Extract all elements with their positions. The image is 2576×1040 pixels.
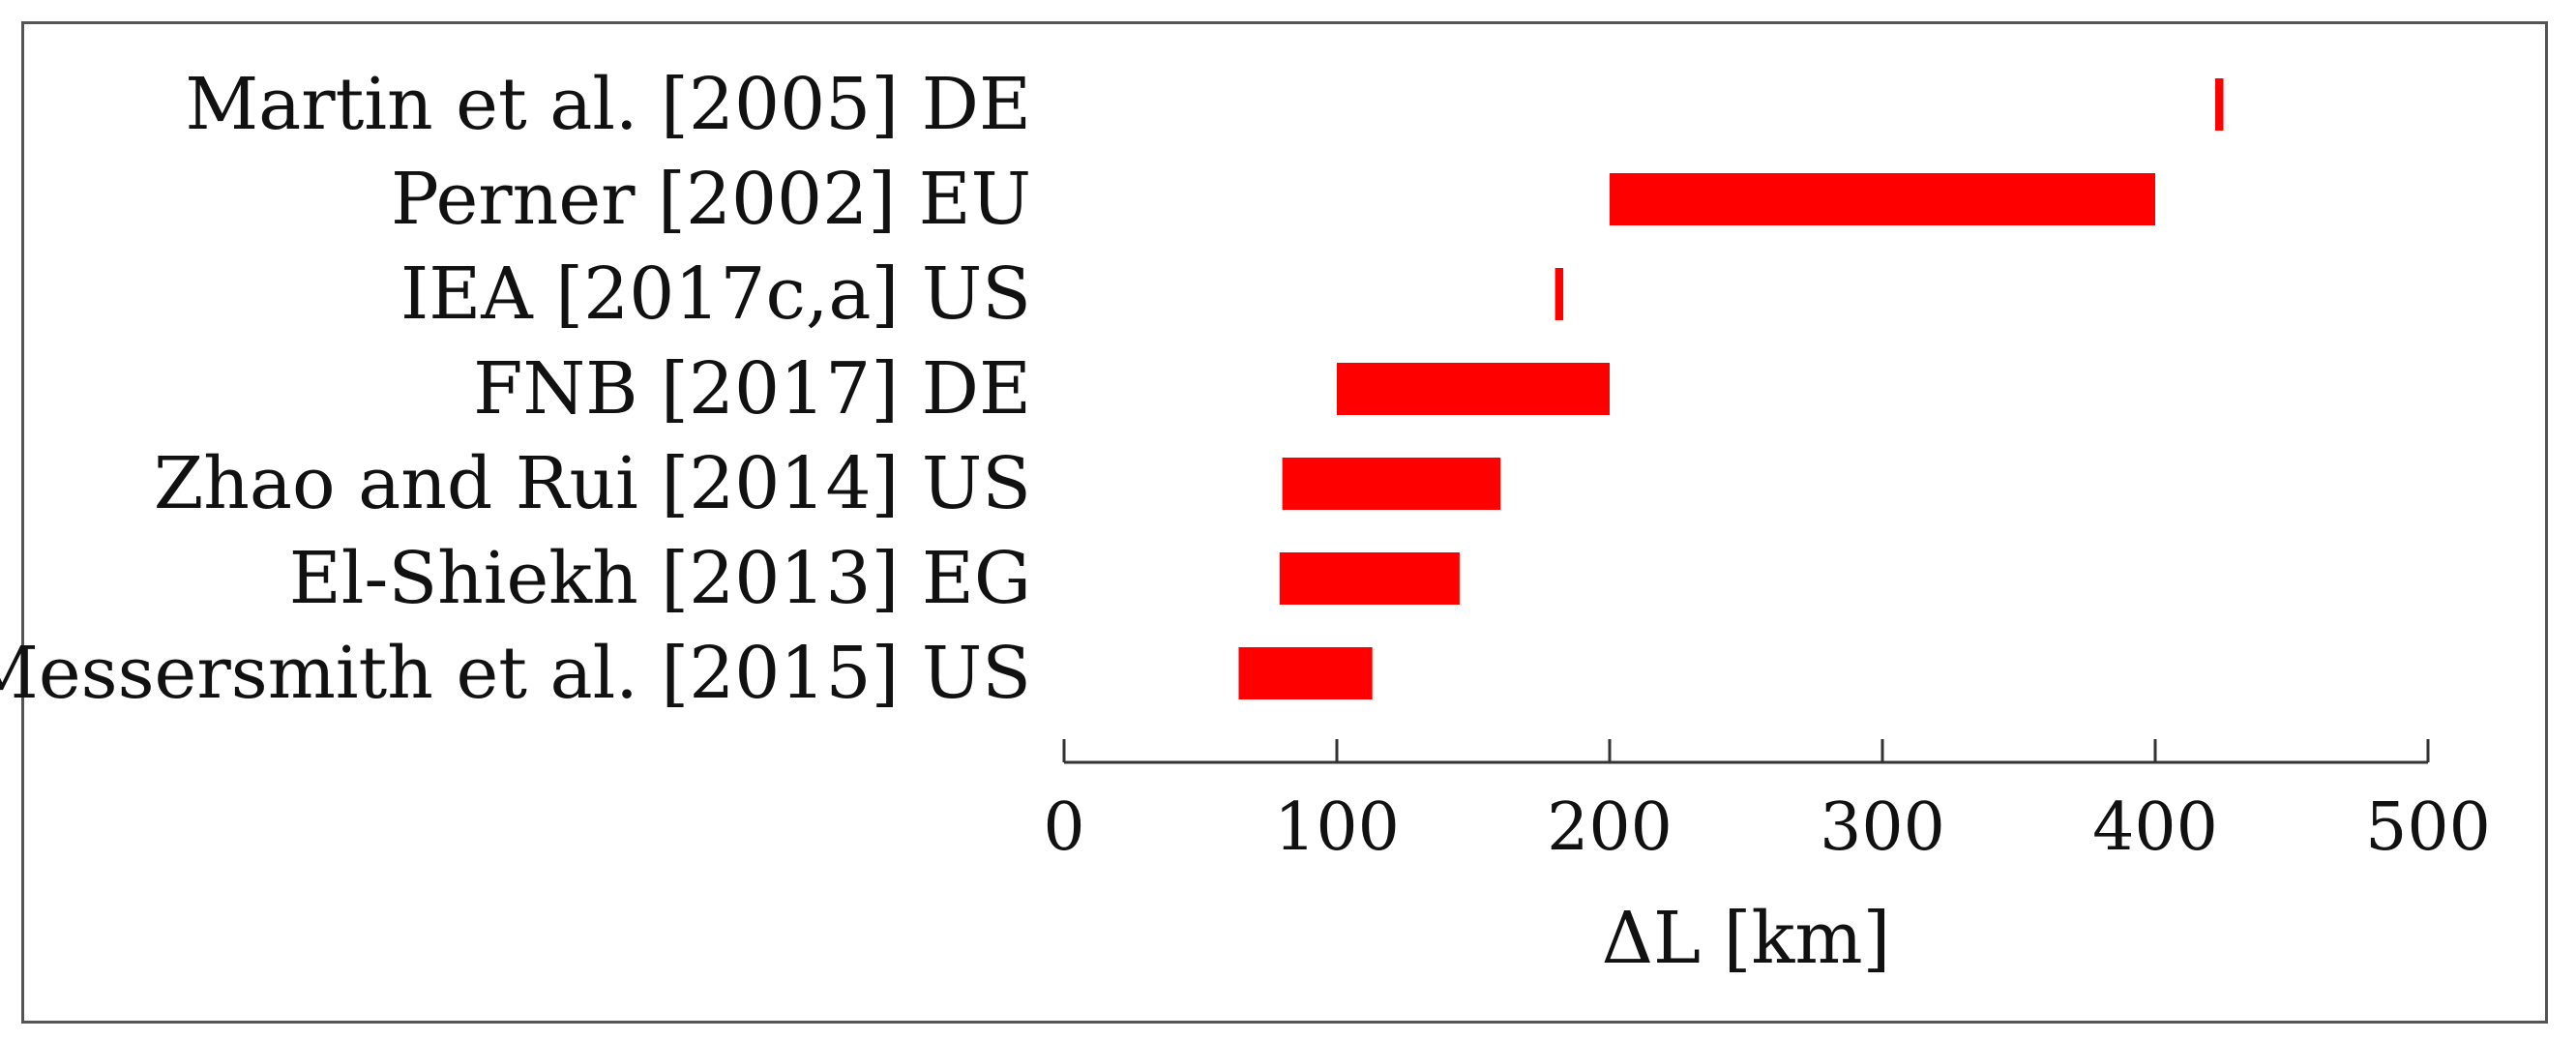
category-label-0: Martin et al. [2005] DE	[185, 63, 1031, 146]
category-label-3: FNB [2017] DE	[473, 347, 1031, 431]
x-tick-label-4: 400	[2092, 789, 2218, 866]
bar-2	[1554, 268, 1564, 320]
bar-1	[1610, 173, 2155, 225]
x-ticks: 0 100 200 300 400 500	[1043, 739, 2491, 866]
category-label-4: Zhao and Rui [2014] US	[154, 442, 1031, 525]
bar-6	[1238, 647, 1373, 699]
x-tick-label-0: 0	[1043, 789, 1084, 866]
bar-0	[2215, 78, 2224, 131]
category-label-6: Messersmith et al. [2015] US	[0, 632, 1031, 715]
bar-5	[1279, 552, 1460, 605]
x-axis-label: ΔL [km]	[1602, 897, 1891, 980]
category-label-2: IEA [2017c,a] US	[400, 253, 1031, 336]
bar-4	[1282, 458, 1501, 510]
x-tick-label-5: 500	[2365, 789, 2491, 866]
x-tick-label-1: 100	[1274, 789, 1400, 866]
category-labels: Martin et al. [2005] DE Perner [2002] EU I…	[0, 63, 1031, 715]
bar-3	[1337, 363, 1610, 415]
category-label-1: Perner [2002] EU	[391, 158, 1031, 241]
x-tick-label-2: 200	[1547, 789, 1673, 866]
bars-group	[1238, 78, 2224, 699]
category-label-5: El-Shiekh [2013] EG	[289, 537, 1031, 620]
x-tick-label-3: 300	[1820, 789, 1945, 866]
